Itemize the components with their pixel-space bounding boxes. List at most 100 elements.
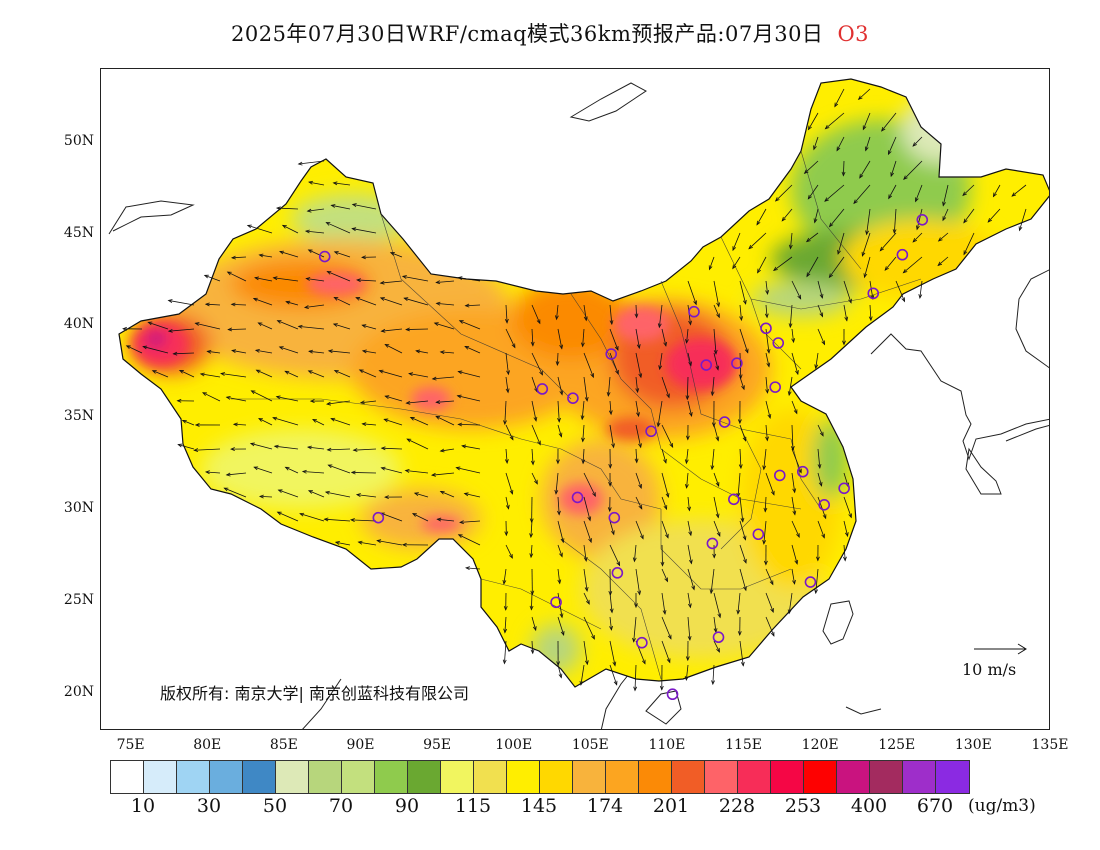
lon-tick-label: 110E bbox=[648, 737, 686, 753]
wind-arrow bbox=[903, 160, 923, 181]
wind-arrow bbox=[579, 664, 585, 686]
wind-arrow bbox=[223, 487, 247, 498]
wind-arrow bbox=[327, 464, 351, 474]
wind-arrow bbox=[505, 544, 513, 559]
wind-arrow bbox=[323, 517, 351, 522]
wind-arrow bbox=[276, 511, 299, 522]
wind-arrow bbox=[380, 328, 403, 333]
wind-arrow bbox=[765, 472, 775, 496]
wind-arrow bbox=[765, 376, 770, 394]
wind-arrow bbox=[225, 396, 247, 402]
wind-arrow bbox=[711, 664, 715, 686]
lat-tick-label: 35N bbox=[63, 408, 94, 425]
wind-arrow bbox=[765, 592, 774, 614]
wind-arrow bbox=[332, 181, 351, 186]
wind-arrow bbox=[762, 448, 767, 471]
wind-arrow bbox=[351, 227, 377, 234]
station-marker bbox=[769, 381, 781, 393]
wind-arrow bbox=[609, 616, 613, 631]
wind-arrow bbox=[1011, 184, 1027, 197]
wind-arrow bbox=[661, 496, 668, 511]
wind-arrow bbox=[557, 376, 564, 396]
wind-arrow bbox=[890, 160, 897, 178]
wind-arrow bbox=[307, 249, 325, 258]
legend-tick-label: 30 bbox=[196, 795, 222, 817]
wind-arrow bbox=[711, 400, 716, 428]
wind-arrow bbox=[661, 472, 670, 499]
wind-arrow bbox=[326, 271, 351, 282]
lon-tick-label: 90E bbox=[346, 737, 375, 753]
map-title: 2025年07月30日WRF/cmaq模式36km预报产品:07月30日 O3 bbox=[0, 18, 1100, 48]
wind-arrow bbox=[824, 184, 845, 202]
wind-arrow bbox=[554, 472, 559, 495]
wind-arrow bbox=[661, 568, 668, 583]
station-marker bbox=[636, 636, 648, 649]
station-marker bbox=[645, 425, 657, 438]
wind-arrow bbox=[305, 277, 325, 282]
wind-arrow bbox=[435, 400, 455, 404]
wind-arrow bbox=[307, 490, 325, 498]
wind-arrow bbox=[841, 160, 846, 177]
wind-arrow bbox=[308, 349, 325, 354]
legend-tick-label: 145 bbox=[520, 795, 558, 817]
legend-swatch bbox=[243, 761, 276, 793]
station-marker bbox=[818, 499, 831, 511]
wind-arrow bbox=[401, 542, 429, 547]
wind-arrow bbox=[863, 256, 871, 279]
wind-arrow bbox=[864, 136, 871, 152]
legend-swatch bbox=[474, 761, 507, 793]
wind-arrow bbox=[609, 424, 615, 449]
wind-arrow bbox=[278, 250, 299, 258]
station-marker bbox=[688, 305, 700, 318]
wind-arrow bbox=[607, 496, 612, 513]
wind-arrow bbox=[685, 376, 690, 401]
wind-arrow bbox=[788, 232, 793, 250]
wind-arrow bbox=[609, 592, 614, 614]
wind-arrow bbox=[529, 520, 534, 539]
wind-arrow bbox=[737, 616, 742, 636]
map-panel[interactable] bbox=[100, 68, 1050, 730]
wind-arrow bbox=[226, 271, 247, 282]
wind-arrow bbox=[361, 349, 377, 354]
wind-arrow bbox=[884, 256, 897, 271]
wind-arrow bbox=[379, 297, 403, 306]
wind-arrow bbox=[868, 304, 873, 322]
wind-arrow bbox=[380, 466, 403, 474]
wind-arrow bbox=[583, 352, 594, 379]
wind-arrow bbox=[813, 208, 819, 224]
legend-swatch bbox=[375, 761, 408, 793]
wind-arrow bbox=[258, 253, 273, 258]
station-marker bbox=[700, 359, 713, 371]
lon-tick-label: 120E bbox=[801, 737, 839, 753]
wind-arrow bbox=[865, 208, 871, 236]
wind-arrow bbox=[232, 422, 247, 427]
wind-arrow bbox=[817, 448, 822, 469]
wind-arrow bbox=[837, 232, 845, 255]
wind-arrow bbox=[942, 184, 949, 207]
wind-arrow bbox=[656, 400, 663, 428]
wind-arrow bbox=[843, 280, 852, 304]
wind-arrow bbox=[861, 232, 871, 257]
wind-arrow bbox=[608, 472, 613, 487]
wind-reference: 10 m/s bbox=[962, 643, 1027, 679]
wind-arrow bbox=[609, 520, 615, 536]
wind-arrow bbox=[439, 350, 455, 355]
wind-arrow bbox=[458, 320, 481, 330]
wind-arrow bbox=[531, 424, 541, 446]
wind-arrow bbox=[805, 232, 819, 243]
wind-arrow bbox=[817, 328, 825, 346]
wind-arrow bbox=[843, 544, 847, 562]
wind-arrow bbox=[708, 256, 715, 271]
wind-arrow bbox=[788, 304, 793, 329]
wind-arrow bbox=[781, 208, 793, 222]
wind-arrow bbox=[330, 417, 351, 426]
wind-arrow bbox=[713, 640, 720, 653]
wind-arrow bbox=[661, 592, 667, 615]
wind-arrow bbox=[879, 232, 897, 252]
wind-arrow bbox=[834, 88, 845, 108]
wind-arrow bbox=[583, 544, 588, 562]
legend-tick-label: 115 bbox=[454, 795, 492, 817]
wind-arrow bbox=[739, 496, 745, 523]
wind-arrow bbox=[635, 424, 642, 449]
lon-tick-label: 100E bbox=[495, 737, 533, 753]
